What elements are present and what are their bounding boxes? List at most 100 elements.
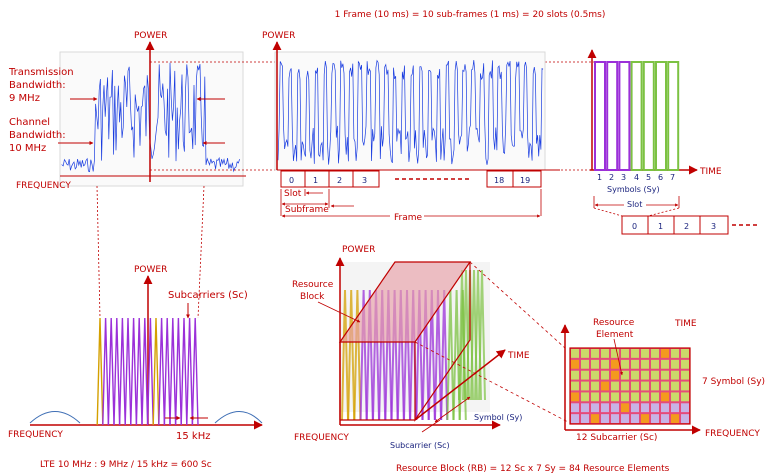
rb-time-label: TIME — [507, 351, 530, 361]
resource-element — [611, 359, 619, 369]
resource-element — [621, 370, 629, 380]
subcarrier-line — [191, 317, 199, 426]
symbol-number: 2 — [609, 173, 614, 182]
tx-bandwidth-label-2: Bandwidth: — [9, 80, 66, 91]
symbols-label: Symbols (Sy) — [607, 185, 660, 194]
rb-caption: Resource Block (RB) = 12 Sc x 7 Sy = 84 … — [396, 464, 670, 474]
resource-element — [621, 381, 629, 391]
rb-subcarrier — [365, 289, 374, 421]
resource-element — [571, 381, 579, 391]
symbol-bar — [594, 61, 606, 171]
rb-time-axis — [414, 349, 506, 421]
resource-grid — [569, 347, 691, 425]
slot-box — [699, 215, 729, 235]
subcarrier-line — [113, 317, 121, 426]
subcarrier-line — [158, 317, 166, 426]
resource-element — [581, 414, 589, 423]
symbol-number: 1 — [597, 173, 602, 182]
rb-subcarrier-label: Subcarrier (Sc) — [390, 441, 450, 450]
resource-element — [651, 414, 659, 423]
resource-element — [641, 349, 649, 358]
resource-element — [671, 414, 679, 423]
spectrum-frequency-label: FREQUENCY — [16, 181, 71, 191]
subcarrier-line — [102, 317, 110, 426]
resource-element — [631, 392, 639, 402]
rb-subcarrier — [347, 289, 356, 421]
subframe-label: Subframe — [285, 205, 329, 215]
rb-label-2: Block — [300, 292, 325, 302]
spectrum-power-label: POWER — [134, 31, 167, 41]
resource-element — [591, 403, 599, 413]
time-signal — [277, 59, 544, 165]
resource-element — [631, 381, 639, 391]
resource-element — [671, 349, 679, 358]
subcarrier-frequency-label: FREQUENCY — [8, 430, 63, 440]
slot-number: 2 — [684, 222, 689, 231]
symbol-bar — [606, 61, 619, 171]
resource-element — [601, 392, 609, 402]
symbol-number: 4 — [634, 173, 639, 182]
resource-element — [641, 370, 649, 380]
re-label-2: Element — [596, 330, 634, 340]
rb-power-label: POWER — [342, 245, 375, 255]
symbols-slot-label: Slot — [627, 200, 642, 209]
resource-element — [631, 349, 639, 358]
symbol-number: 6 — [658, 173, 663, 182]
slot-number: 1 — [313, 176, 318, 185]
subcarrier-line — [169, 317, 177, 426]
resource-element — [661, 414, 669, 423]
slot-number: 1 — [658, 222, 663, 231]
resource-element — [641, 359, 649, 369]
resource-element — [651, 349, 659, 358]
subcarrier-line — [118, 317, 126, 426]
resource-element — [661, 359, 669, 369]
frame-label: Frame — [394, 213, 423, 223]
time-power-label: POWER — [262, 31, 295, 41]
resource-element — [671, 392, 679, 402]
resource-element — [651, 403, 659, 413]
subcarrier-power-label: POWER — [134, 265, 167, 275]
resource-element — [661, 403, 669, 413]
resource-element — [681, 403, 689, 413]
symbols-panel: TIME 1 2 3 4 5 6 7 Symbols (Sy) Slot 0 1… — [587, 49, 760, 235]
resource-element — [601, 414, 609, 423]
resource-element — [681, 349, 689, 358]
tx-bandwidth-label-1: Transmission — [8, 67, 74, 78]
subcarriers-label: Subcarriers (Sc) — [168, 290, 248, 301]
spectrum-panel: POWER FREQUENCY Transmission Bandwidth: … — [8, 31, 246, 191]
resource-element — [671, 403, 679, 413]
resource-element — [591, 359, 599, 369]
resource-element — [621, 414, 629, 423]
time-trace — [277, 59, 544, 165]
subcarrier-line — [174, 317, 182, 426]
resource-element — [651, 392, 659, 402]
resource-element — [581, 349, 589, 358]
slot-number: 0 — [289, 176, 294, 185]
resource-element — [581, 392, 589, 402]
resource-element — [631, 414, 639, 423]
symbol-bar — [618, 61, 631, 171]
resource-element — [601, 370, 609, 380]
resource-element — [581, 370, 589, 380]
grid-frequency-label: FREQUENCY — [705, 429, 760, 439]
slot-box — [512, 170, 542, 188]
resource-element — [641, 403, 649, 413]
symbol-bar — [667, 61, 680, 171]
subcarrier-caption: LTE 10 MHz : 9 MHz / 15 kHz = 600 Sc — [40, 460, 212, 470]
grid-time-label: TIME — [674, 319, 697, 329]
subcarrier-line — [163, 317, 171, 426]
resource-element — [681, 359, 689, 369]
symbol-number: 3 — [621, 173, 626, 182]
resource-element — [591, 370, 599, 380]
grid-symbols-label: 7 Symbol (Sy) — [702, 377, 765, 387]
resource-element — [651, 359, 659, 369]
resource-block-outline — [414, 262, 471, 422]
resource-element — [601, 349, 609, 358]
resource-block-panel: POWER TIME FREQUENCY Resource Block Symb… — [292, 245, 670, 474]
subcarrier-line — [96, 317, 104, 426]
symbol-number: 7 — [670, 173, 675, 182]
ch-bandwidth-value: 10 MHz — [9, 143, 46, 154]
resource-element — [621, 403, 629, 413]
slot-number: 19 — [520, 176, 530, 185]
resource-element — [591, 349, 599, 358]
